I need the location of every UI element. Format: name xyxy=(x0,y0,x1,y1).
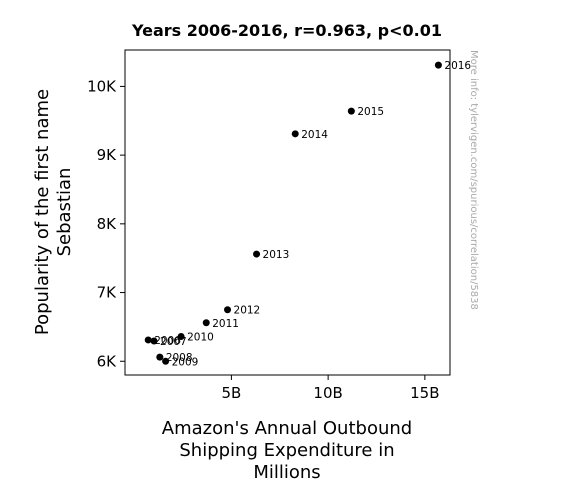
data-point xyxy=(434,61,442,69)
plot-area-frame xyxy=(124,49,451,376)
data-point-label: 2016 xyxy=(444,60,471,72)
x-tick-label: 5B xyxy=(221,384,241,402)
data-point-label: 2013 xyxy=(263,249,290,261)
data-point-label: 2010 xyxy=(187,332,214,344)
x-axis-label-line: Shipping Expenditure in xyxy=(179,440,394,461)
x-axis-label-line: Millions xyxy=(253,462,320,483)
y-tick-label: 6K xyxy=(97,352,118,370)
data-point-label: 2015 xyxy=(357,106,384,118)
data-point xyxy=(156,353,164,361)
chart-title: Years 2006-2016, r=0.963, p<0.01 xyxy=(131,21,442,40)
y-tick-label: 10K xyxy=(87,77,117,95)
source-watermark: More info: tylervigen.com/spurious/corre… xyxy=(468,50,479,310)
data-point xyxy=(177,333,185,341)
data-point xyxy=(162,357,170,365)
data-point xyxy=(253,250,261,258)
data-point-label: 2008 xyxy=(166,352,193,364)
data-point-label: 2014 xyxy=(301,129,328,141)
y-tick-label: 8K xyxy=(97,215,118,233)
y-axis-label-line: Popularity of the first name xyxy=(32,89,53,335)
y-axis-label: Popularity of the first name Sebastian xyxy=(32,89,75,335)
data-point-label: 2009 xyxy=(172,356,199,368)
data-point xyxy=(224,306,232,314)
axis-ticks: 5B 10B 15B 6K 7K 8K 9K 10K xyxy=(87,77,439,402)
data-point xyxy=(202,319,210,327)
data-point xyxy=(150,337,158,345)
data-point xyxy=(291,130,299,138)
data-points: 2006200720082009201020112012201320142015… xyxy=(144,60,471,368)
data-point-label: 2011 xyxy=(212,318,239,330)
y-axis-label-line: Sebastian xyxy=(54,168,75,257)
data-point xyxy=(144,336,152,344)
x-tick-label: 15B xyxy=(410,384,439,402)
data-point-label: 2006 xyxy=(154,335,181,347)
x-tick-label: 10B xyxy=(313,384,342,402)
y-tick-label: 9K xyxy=(97,146,118,164)
x-axis-label-line: Amazon's Annual Outbound xyxy=(162,418,412,439)
data-point xyxy=(347,107,355,115)
data-point-label: 2012 xyxy=(234,305,261,317)
y-tick-label: 7K xyxy=(97,284,118,302)
